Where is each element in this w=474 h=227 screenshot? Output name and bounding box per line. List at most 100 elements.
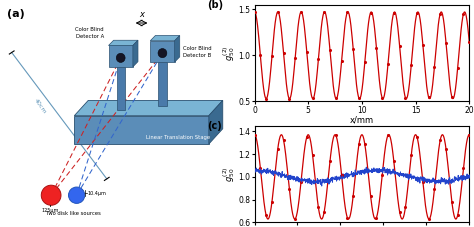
Point bbox=[297, 180, 305, 184]
Point bbox=[262, 213, 270, 217]
Polygon shape bbox=[209, 100, 223, 144]
Point bbox=[373, 168, 380, 172]
Point bbox=[367, 169, 374, 172]
Point bbox=[465, 174, 473, 178]
Point bbox=[274, 10, 282, 14]
Point bbox=[378, 96, 386, 100]
Ellipse shape bbox=[69, 187, 85, 203]
Point bbox=[361, 142, 369, 146]
Y-axis label: $g_{50}^{(2)}$: $g_{50}^{(2)}$ bbox=[221, 166, 237, 182]
Text: x: x bbox=[139, 10, 144, 19]
Point bbox=[419, 178, 427, 182]
Text: Color Blind
Detector B: Color Blind Detector B bbox=[183, 46, 212, 58]
Point bbox=[332, 133, 339, 137]
Point bbox=[454, 213, 462, 217]
Point bbox=[437, 12, 444, 15]
Polygon shape bbox=[109, 45, 133, 67]
Polygon shape bbox=[109, 40, 138, 45]
Point bbox=[384, 169, 392, 173]
Point bbox=[437, 138, 444, 142]
Point bbox=[303, 135, 310, 139]
Point bbox=[251, 133, 258, 136]
Point bbox=[251, 168, 258, 172]
Point bbox=[344, 174, 351, 177]
Point bbox=[378, 168, 386, 172]
Point bbox=[262, 169, 270, 173]
Text: 10.4μm: 10.4μm bbox=[87, 190, 106, 195]
Point bbox=[408, 175, 415, 178]
Point bbox=[413, 135, 421, 139]
Point bbox=[454, 66, 462, 70]
Point bbox=[268, 170, 276, 174]
Point bbox=[396, 172, 403, 175]
Point bbox=[315, 180, 322, 183]
Polygon shape bbox=[74, 100, 223, 116]
Point bbox=[349, 172, 357, 176]
Point bbox=[344, 216, 351, 220]
Point bbox=[332, 177, 339, 180]
Point bbox=[349, 194, 357, 198]
Point bbox=[401, 96, 409, 99]
Point bbox=[256, 166, 264, 170]
Ellipse shape bbox=[158, 49, 167, 58]
Point bbox=[384, 62, 392, 66]
Point bbox=[285, 97, 293, 100]
Point bbox=[251, 10, 258, 14]
Point bbox=[431, 188, 438, 191]
Point bbox=[256, 168, 264, 172]
Point bbox=[442, 42, 450, 45]
Polygon shape bbox=[74, 116, 209, 144]
Point bbox=[390, 11, 398, 15]
Point bbox=[303, 50, 310, 54]
Point bbox=[454, 177, 462, 181]
Polygon shape bbox=[150, 35, 180, 41]
Point bbox=[437, 180, 444, 183]
Point bbox=[338, 175, 346, 179]
Text: (b): (b) bbox=[207, 0, 223, 10]
Point bbox=[292, 217, 299, 221]
Point bbox=[326, 178, 334, 182]
Point bbox=[280, 52, 287, 55]
Text: Two disk like sources: Two disk like sources bbox=[46, 211, 100, 216]
Point bbox=[442, 147, 450, 151]
Point bbox=[285, 175, 293, 179]
Point bbox=[367, 11, 374, 14]
Point bbox=[396, 44, 403, 48]
Polygon shape bbox=[150, 41, 174, 62]
Point bbox=[425, 95, 432, 99]
Point bbox=[315, 57, 322, 61]
Point bbox=[297, 178, 305, 182]
Point bbox=[373, 216, 380, 220]
Point bbox=[285, 188, 293, 191]
Point bbox=[268, 54, 276, 58]
Point bbox=[425, 217, 432, 221]
Text: (a): (a) bbox=[7, 9, 25, 19]
Point bbox=[355, 96, 363, 100]
Point bbox=[349, 47, 357, 51]
Point bbox=[442, 179, 450, 183]
Point bbox=[344, 10, 351, 14]
Point bbox=[355, 170, 363, 174]
Polygon shape bbox=[174, 35, 180, 62]
Point bbox=[256, 53, 264, 57]
Ellipse shape bbox=[116, 53, 125, 62]
Point bbox=[419, 180, 427, 184]
Point bbox=[431, 65, 438, 68]
Point bbox=[361, 60, 369, 64]
Point bbox=[303, 179, 310, 183]
Point bbox=[262, 97, 270, 100]
Point bbox=[431, 180, 438, 183]
Text: (c): (c) bbox=[207, 121, 222, 131]
Text: 125μm: 125μm bbox=[41, 208, 58, 213]
Point bbox=[465, 40, 473, 44]
Ellipse shape bbox=[41, 185, 61, 205]
Point bbox=[460, 176, 467, 179]
Point bbox=[384, 133, 392, 137]
Point bbox=[401, 205, 409, 209]
Polygon shape bbox=[158, 62, 166, 106]
Point bbox=[320, 179, 328, 183]
Point bbox=[408, 63, 415, 67]
Point bbox=[413, 176, 421, 180]
Point bbox=[292, 177, 299, 180]
Point bbox=[396, 210, 403, 214]
